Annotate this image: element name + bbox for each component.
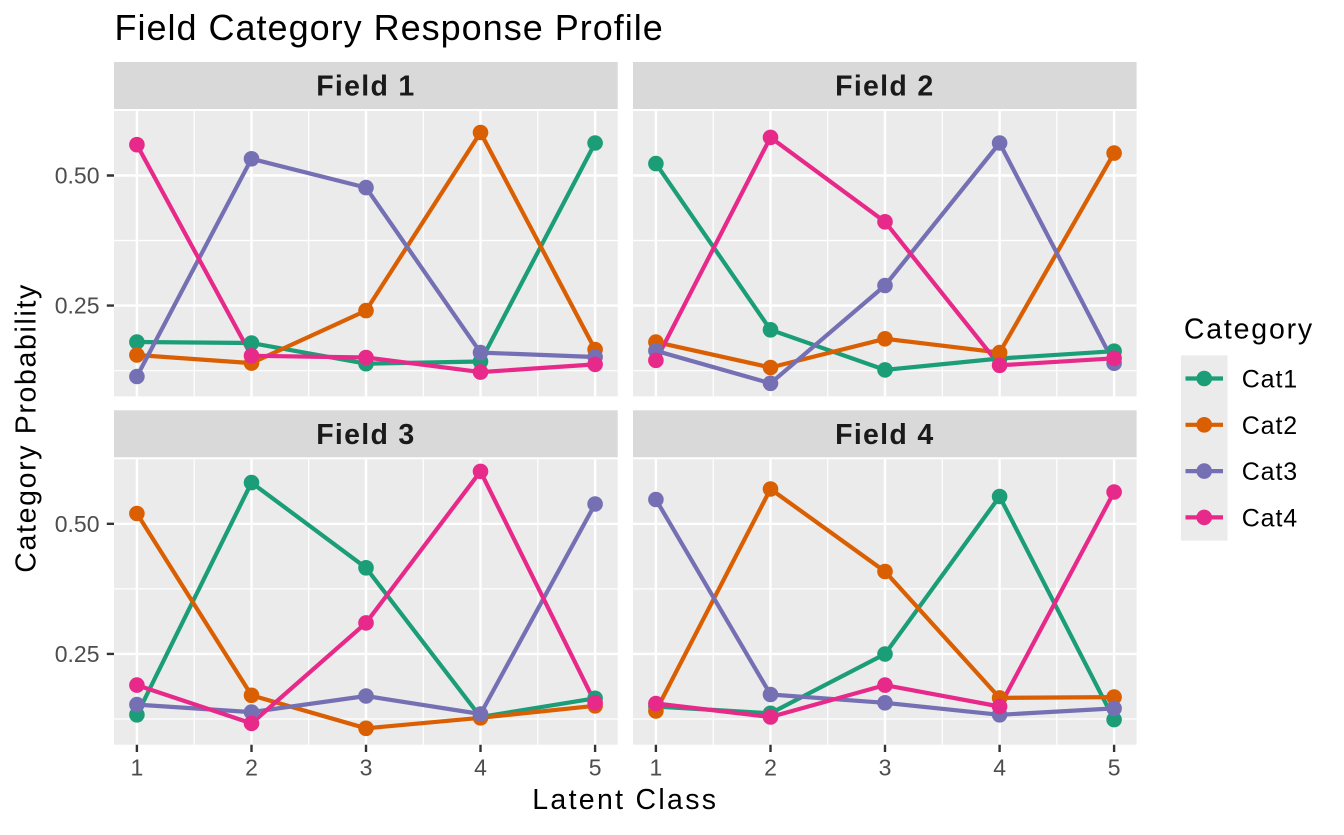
svg-text:4: 4 <box>474 755 487 781</box>
svg-text:Category Probability: Category Probability <box>11 283 43 573</box>
svg-text:0.25: 0.25 <box>55 641 100 667</box>
svg-text:Field 3: Field 3 <box>316 419 415 451</box>
svg-text:3: 3 <box>879 755 892 781</box>
svg-text:Cat2: Cat2 <box>1242 412 1298 440</box>
svg-text:0.50: 0.50 <box>55 163 100 189</box>
svg-text:Field 2: Field 2 <box>835 71 934 103</box>
svg-text:Category: Category <box>1184 313 1314 345</box>
svg-text:Cat3: Cat3 <box>1242 458 1298 486</box>
svg-text:1: 1 <box>131 755 144 781</box>
svg-text:Latent Class: Latent Class <box>532 784 718 816</box>
svg-text:3: 3 <box>360 755 373 781</box>
svg-text:Cat4: Cat4 <box>1242 505 1298 533</box>
svg-text:Field Category Response Profil: Field Category Response Profile <box>115 7 664 48</box>
svg-text:Field 1: Field 1 <box>316 71 415 103</box>
svg-text:Cat1: Cat1 <box>1242 366 1298 394</box>
svg-text:2: 2 <box>245 755 258 781</box>
svg-text:1: 1 <box>650 755 663 781</box>
svg-text:5: 5 <box>589 755 602 781</box>
svg-text:0.50: 0.50 <box>55 511 100 537</box>
svg-text:Field 4: Field 4 <box>835 419 934 451</box>
svg-text:2: 2 <box>764 755 777 781</box>
svg-text:5: 5 <box>1108 755 1121 781</box>
svg-text:0.25: 0.25 <box>55 293 100 319</box>
svg-text:4: 4 <box>993 755 1006 781</box>
